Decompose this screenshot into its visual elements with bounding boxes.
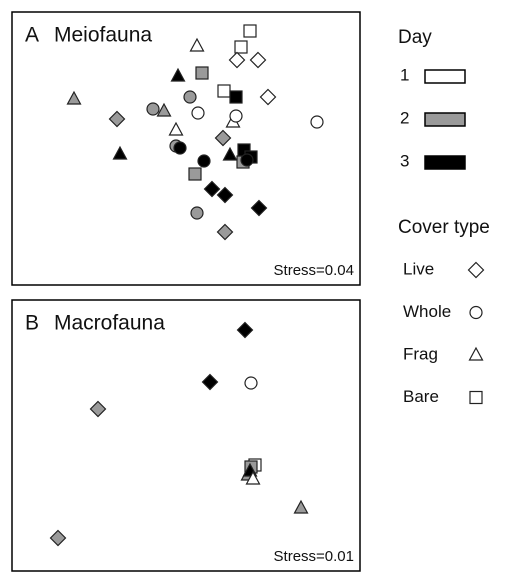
point [243,24,257,38]
point [310,115,324,129]
stress-label: Stress=0.04 [274,262,354,279]
panel-label: B [25,312,39,335]
point [236,321,254,339]
legend-label: Whole [403,302,451,321]
point [112,145,128,160]
legend-symbol [468,346,484,361]
point [146,102,160,116]
legend-symbol [469,390,483,405]
panel-label: A [25,24,39,47]
point [228,51,246,69]
legend-symbol [469,305,483,320]
legend-label: Bare [403,387,439,406]
point [229,90,243,104]
point [190,206,204,220]
legend-swatch [424,112,466,127]
point [216,223,234,241]
legend-swatch [424,155,466,170]
panel-title: Meiofauna [54,24,152,47]
legend-symbol [467,261,485,279]
point [168,121,184,136]
point [197,154,211,168]
point [108,110,126,128]
point [250,199,268,217]
point [259,88,277,106]
legend-label: 3 [400,151,409,170]
point [214,129,232,147]
point [240,153,254,167]
point [66,90,82,105]
point [89,400,107,418]
point [216,186,234,204]
legend-label: 2 [400,108,409,127]
legend-label: Live [403,259,434,278]
point [244,376,258,390]
point [203,180,221,198]
point [201,373,219,391]
point [229,109,243,123]
point [188,167,202,181]
point [222,146,238,161]
stress-label: Stress=0.01 [274,548,354,565]
point [217,84,231,98]
point [191,106,205,120]
point [189,37,205,52]
point [183,90,197,104]
legend-label: Frag [403,344,438,363]
legend-swatch [424,69,466,84]
panel-frame [11,11,361,286]
point [49,529,67,547]
point [156,102,172,117]
point [170,67,186,82]
point [245,470,261,485]
panel-frame [11,299,361,572]
legend-title: Day [398,27,432,48]
point [249,51,267,69]
legend-title: Cover type [398,217,490,238]
point [293,499,309,514]
point [195,66,209,80]
panel-title: Macrofauna [54,312,165,335]
point [234,40,248,54]
point [173,141,187,155]
legend-label: 1 [400,65,409,84]
